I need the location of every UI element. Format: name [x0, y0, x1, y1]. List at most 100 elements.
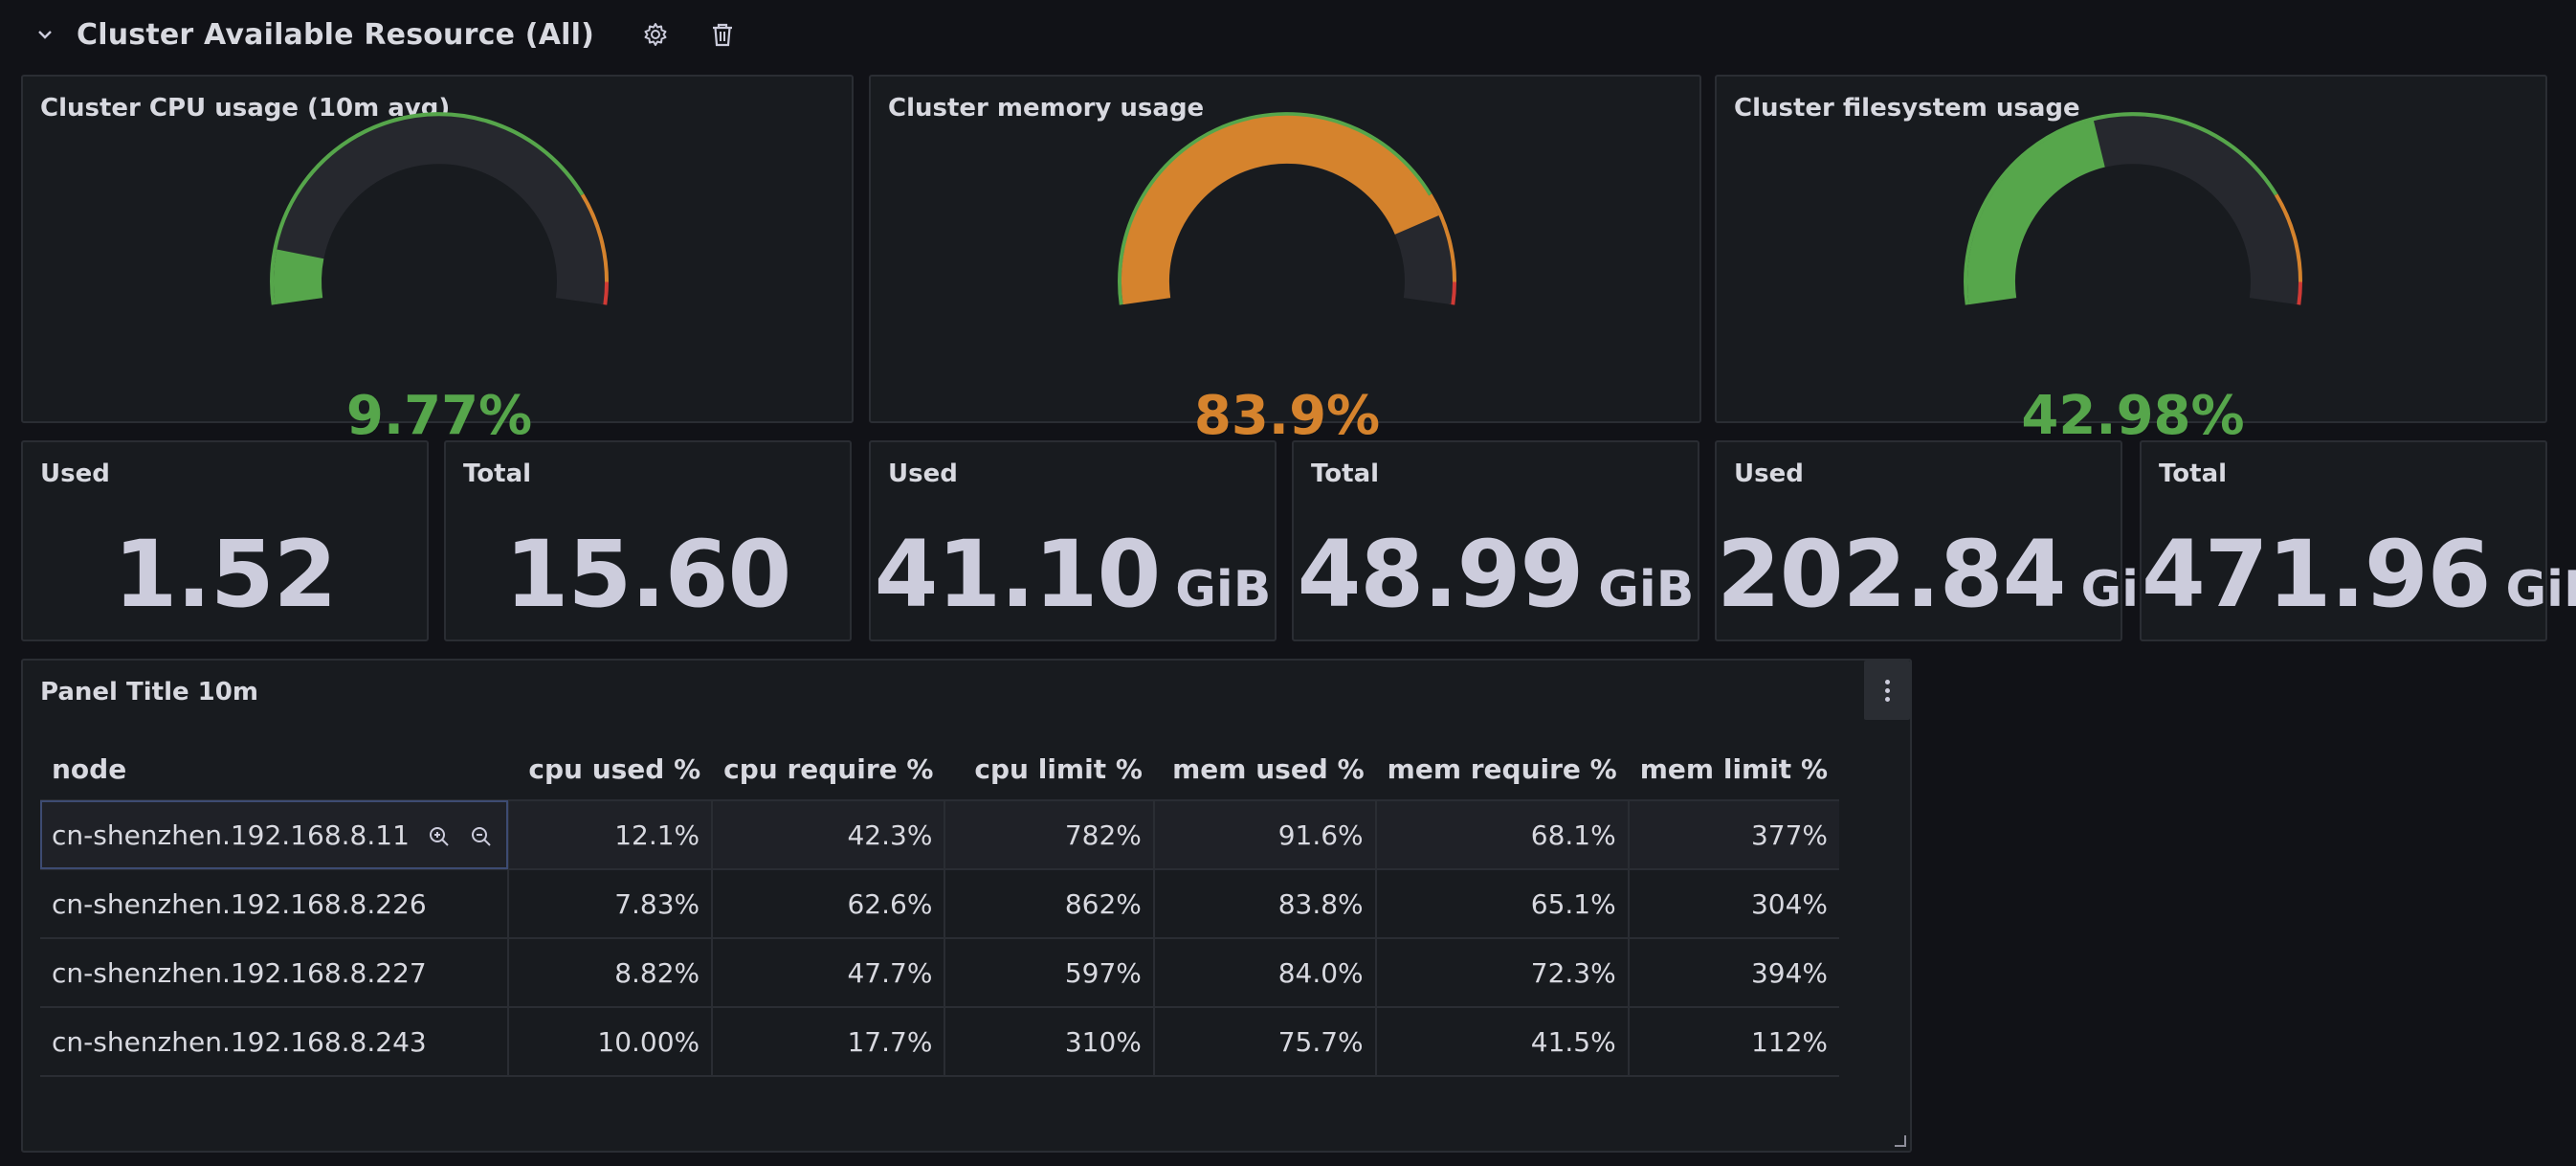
node-cell[interactable]: cn-shenzhen.192.168.8.11	[40, 800, 509, 870]
table-cell: 84.0%	[1153, 938, 1377, 1008]
panel-title: Panel Title 10m	[40, 678, 258, 706]
gauge-track	[274, 116, 605, 304]
table-row: cn-shenzhen.192.168.8.243 10.00% 17.7% 3…	[40, 1007, 1839, 1077]
zoom-in-icon[interactable]	[425, 822, 454, 851]
stat-panel-filesystem-used[interactable]: Used 202.84 GiB	[1715, 440, 2177, 641]
stat-number: 202.84	[1717, 521, 2066, 628]
stat-value: 202.84 GiB	[1717, 521, 2177, 628]
stat-panel-cpu-total[interactable]: Total 15.60	[444, 440, 852, 641]
stat-unit: GiB	[1175, 561, 1272, 618]
table-cell: 7.83%	[507, 869, 714, 939]
table-cell: 62.6%	[712, 869, 946, 939]
stat-value: 15.60	[446, 521, 850, 628]
stat-number: 471.96	[2142, 521, 2491, 628]
stat-value: 48.99 GiB	[1294, 521, 1698, 628]
table-cell: 68.1%	[1375, 800, 1630, 870]
threshold-orange	[2273, 193, 2303, 282]
stat-number: 41.10	[874, 521, 1162, 628]
table-cell: 42.3%	[712, 800, 946, 870]
gauge-panel-cpu[interactable]: Cluster CPU usage (10m avg) 9.77%	[21, 75, 854, 447]
table-cell: 597%	[944, 938, 1155, 1008]
table-panel[interactable]: Panel Title 10m node cpu used % cpu requ…	[21, 659, 1912, 1153]
stat-value: 471.96GiB	[2142, 521, 2576, 628]
column-header-mem-limit[interactable]: mem limit %	[1628, 739, 1839, 801]
panel-title: Cluster CPU usage (10m avg)	[40, 94, 451, 123]
column-header-cpu-require[interactable]: cpu require %	[712, 739, 945, 801]
threshold-red	[1449, 281, 1456, 305]
panel-title: Total	[1311, 460, 1380, 488]
trash-icon[interactable]	[707, 19, 738, 50]
gauge-panel-memory[interactable]: Cluster memory usage 83.9%	[869, 75, 1701, 447]
panel-title: Total	[463, 460, 532, 488]
stat-value: 41.10 GiB	[871, 521, 1275, 628]
table-row: cn-shenzhen.192.168.8.227 8.82% 47.7% 59…	[40, 938, 1839, 1008]
node-cell[interactable]: cn-shenzhen.192.168.8.227	[40, 938, 509, 1008]
table-cell: 304%	[1628, 869, 1839, 939]
column-header-cpu-limit[interactable]: cpu limit %	[944, 739, 1154, 801]
threshold-orange	[1427, 193, 1457, 282]
threshold-green	[1118, 112, 1432, 305]
table-cell: 47.7%	[712, 938, 946, 1008]
table-cell: 310%	[944, 1007, 1155, 1077]
gauge-fill	[1966, 120, 2106, 305]
table-header-row: node cpu used % cpu require % cpu limit …	[40, 739, 1839, 801]
stat-unit: GiB	[1598, 561, 1695, 618]
row-title[interactable]: Cluster Available Resource (All)	[77, 17, 594, 52]
table-cell: 8.82%	[507, 938, 714, 1008]
stat-value: 1.52	[23, 521, 427, 628]
panel-title: Used	[888, 460, 958, 488]
gauge-value: 42.98%	[2021, 385, 2245, 447]
threshold-green	[270, 112, 585, 305]
gauge-value: 83.9%	[1193, 385, 1381, 447]
row-header: Cluster Available Resource (All)	[34, 13, 738, 56]
stat-panel-memory-total[interactable]: Total 48.99 GiB	[1292, 440, 1699, 641]
stat-number: 48.99	[1297, 521, 1585, 628]
node-cell[interactable]: cn-shenzhen.192.168.8.226	[40, 869, 509, 939]
gauge-fill	[1121, 115, 1439, 305]
table-cell: 782%	[944, 800, 1155, 870]
gauge-arc	[1964, 112, 2303, 305]
stat-panel-filesystem-total[interactable]: Total 471.96GiB	[2140, 440, 2576, 641]
table-cell: 12.1%	[507, 800, 714, 870]
chevron-down-icon[interactable]	[34, 24, 56, 45]
threshold-green	[1964, 112, 2278, 305]
zoom-out-icon[interactable]	[467, 822, 496, 851]
node-name: cn-shenzhen.192.168.8.11	[52, 818, 410, 851]
stat-unit: GiB	[2505, 561, 2576, 618]
gauge-fill	[273, 249, 324, 305]
gauge-arc	[1118, 112, 1457, 305]
panel-title: Used	[40, 460, 110, 488]
stat-panel-cpu-used[interactable]: Used 1.52	[21, 440, 429, 641]
threshold-red	[2295, 281, 2302, 305]
stat-number: 15.60	[504, 521, 792, 628]
threshold-red	[601, 281, 609, 305]
gauge-panel-filesystem[interactable]: Cluster filesystem usage 42.98%	[1715, 75, 2547, 447]
table-row: cn-shenzhen.192.168.8.226 7.83% 62.6% 86…	[40, 869, 1839, 939]
gauge-value: 9.77%	[345, 385, 533, 447]
table-cell: 862%	[944, 869, 1155, 939]
stat-number: 1.52	[113, 521, 338, 628]
table-cell: 41.5%	[1375, 1007, 1630, 1077]
node-cell[interactable]: cn-shenzhen.192.168.8.243	[40, 1007, 509, 1077]
kebab-menu-icon[interactable]	[1864, 661, 1910, 720]
node-table: node cpu used % cpu require % cpu limit …	[40, 739, 1839, 1077]
table-cell: 72.3%	[1375, 938, 1630, 1008]
panel-title: Cluster memory usage	[888, 94, 1205, 123]
panel-title: Cluster filesystem usage	[1734, 94, 2080, 123]
gear-icon[interactable]	[640, 19, 671, 50]
panel-title: Total	[2159, 460, 2228, 488]
table-cell: 377%	[1628, 800, 1839, 870]
table-cell: 17.7%	[712, 1007, 946, 1077]
column-header-mem-require[interactable]: mem require %	[1375, 739, 1629, 801]
column-header-mem-used[interactable]: mem used %	[1153, 739, 1376, 801]
gauge-arc	[270, 112, 610, 305]
threshold-orange	[579, 193, 610, 282]
stat-panel-memory-used[interactable]: Used 41.10 GiB	[869, 440, 1277, 641]
column-header-node[interactable]: node	[40, 739, 508, 801]
table-row: cn-shenzhen.192.168.8.11 12.1% 42.3% 782…	[40, 800, 1839, 870]
table-cell: 91.6%	[1153, 800, 1377, 870]
table-cell: 65.1%	[1375, 869, 1630, 939]
resize-handle[interactable]	[1895, 1135, 1906, 1147]
column-header-cpu-used[interactable]: cpu used %	[507, 739, 713, 801]
table-cell: 112%	[1628, 1007, 1839, 1077]
